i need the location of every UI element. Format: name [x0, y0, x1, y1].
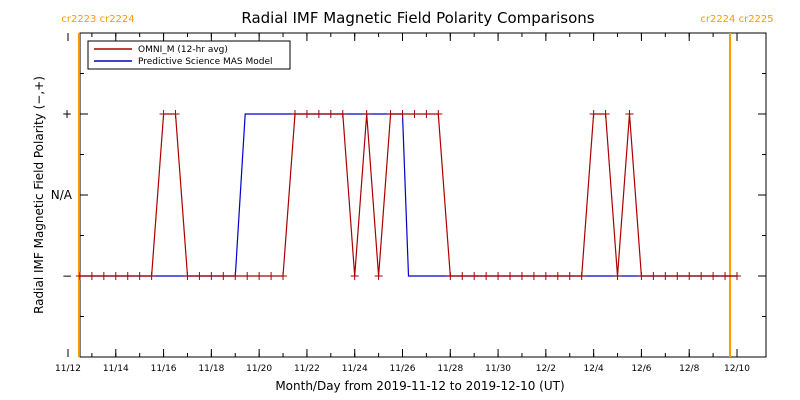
series-omni-point	[625, 110, 634, 118]
series-omni-point	[147, 272, 156, 280]
plot-frame	[79, 32, 767, 358]
series-omni-point	[529, 272, 538, 280]
series-omni-point	[541, 272, 550, 280]
x-tick-label: 11/28	[437, 364, 463, 374]
series-omni-point	[721, 272, 730, 280]
series-omni-point	[649, 272, 658, 280]
series-omni-point	[135, 272, 144, 280]
series-omni-point	[482, 272, 491, 280]
x-axis-ticks: 11/12 11/14 11/16 11/18 11/20 11/22 11/24 11/26…	[55, 33, 750, 374]
y-tick-label: +	[62, 107, 72, 121]
series-omni-point	[255, 272, 264, 280]
series-omni-point	[697, 272, 706, 280]
series-omni-m	[75, 110, 741, 280]
series-omni-point	[434, 110, 443, 118]
series-omni-point	[733, 272, 741, 280]
series-omni-point	[350, 272, 359, 280]
series-omni-point	[506, 272, 515, 280]
x-tick-label: 11/24	[342, 364, 368, 374]
x-tick-label: 11/18	[198, 364, 224, 374]
series-omni-point	[99, 272, 108, 280]
legend: OMNI_M (12-hr avg) Predictive Science MA…	[87, 40, 291, 70]
series-omni-point	[470, 272, 479, 280]
series-omni-point	[171, 110, 180, 118]
series-omni-point	[75, 272, 84, 280]
series-omni-point	[183, 272, 192, 280]
series-omni-point	[231, 272, 240, 280]
series-omni-point	[279, 272, 288, 280]
x-tick-label: 11/12	[55, 364, 81, 374]
series-omni-point	[553, 272, 562, 280]
series-omni-point	[111, 272, 120, 280]
chart-title: Radial IMF Magnetic Field Polarity Compa…	[241, 9, 594, 27]
x-tick-label: 12/2	[536, 364, 556, 374]
series-omni-point	[709, 272, 718, 280]
x-tick-label: 12/8	[679, 364, 699, 374]
series-omni-point	[243, 272, 252, 280]
series-omni-point	[577, 272, 586, 280]
carrington-marker-label: cr2224 cr2225	[700, 14, 773, 25]
series-omni-point	[589, 110, 598, 118]
series-omni-point	[458, 272, 467, 280]
series-omni-point	[601, 110, 610, 118]
series-omni-point	[613, 272, 622, 280]
x-tick-label: 12/10	[724, 364, 750, 374]
series-omni-point	[123, 272, 132, 280]
series-omni-point	[446, 272, 455, 280]
legend-label-mas: Predictive Science MAS Model	[138, 57, 273, 67]
series-omni-point	[302, 110, 311, 118]
series-omni-point	[290, 110, 299, 118]
series-omni-point	[219, 272, 228, 280]
y-tick-label: N/A	[51, 188, 73, 202]
x-tick-label: 12/6	[631, 364, 651, 374]
series-omni-point	[159, 110, 168, 118]
x-axis-label: Month/Day from 2019-11-12 to 2019-12-10 …	[275, 379, 564, 393]
legend-box	[87, 40, 291, 70]
x-tick-label: 12/4	[584, 364, 604, 374]
series-omni-point	[195, 272, 204, 280]
series-omni-point	[314, 110, 323, 118]
series-omni-point	[338, 110, 347, 118]
series-omni-point	[517, 272, 526, 280]
x-tick-label: 11/16	[151, 364, 177, 374]
x-tick-label: 11/22	[294, 364, 320, 374]
series-omni-point	[422, 110, 431, 118]
series-omni-point	[410, 110, 419, 118]
series-omni-point	[386, 110, 395, 118]
y-tick-label: −	[62, 269, 72, 283]
legend-label-omni: OMNI_M (12-hr avg)	[138, 45, 228, 55]
series-omni-point	[267, 272, 276, 280]
series-omni-point	[637, 272, 646, 280]
series-omni-point	[87, 272, 96, 280]
y-axis-ticks: − N/A +	[51, 32, 766, 358]
series-omni-line	[79, 113, 737, 277]
series-omni-point	[494, 272, 503, 280]
x-tick-label: 11/26	[390, 364, 416, 374]
carrington-marker-label: cr2223 cr2224	[61, 14, 134, 25]
series-omni-point	[685, 272, 694, 280]
series-omni-point	[362, 110, 371, 118]
series-omni-point	[673, 272, 682, 280]
series-omni-point	[565, 272, 574, 280]
series-omni-point	[398, 110, 407, 118]
carrington-markers: cr2223 cr2224 cr2224 cr2225	[61, 14, 774, 357]
x-tick-label: 11/30	[485, 364, 511, 374]
series-omni-point	[326, 110, 335, 118]
x-tick-label: 11/14	[103, 364, 129, 374]
series-omni-point	[661, 272, 670, 280]
y-axis-label: Radial IMF Magnetic Field Polarity (−,+)	[32, 76, 46, 314]
x-tick-label: 11/20	[246, 364, 272, 374]
series-omni-point	[374, 272, 383, 280]
series-omni-point	[207, 272, 216, 280]
